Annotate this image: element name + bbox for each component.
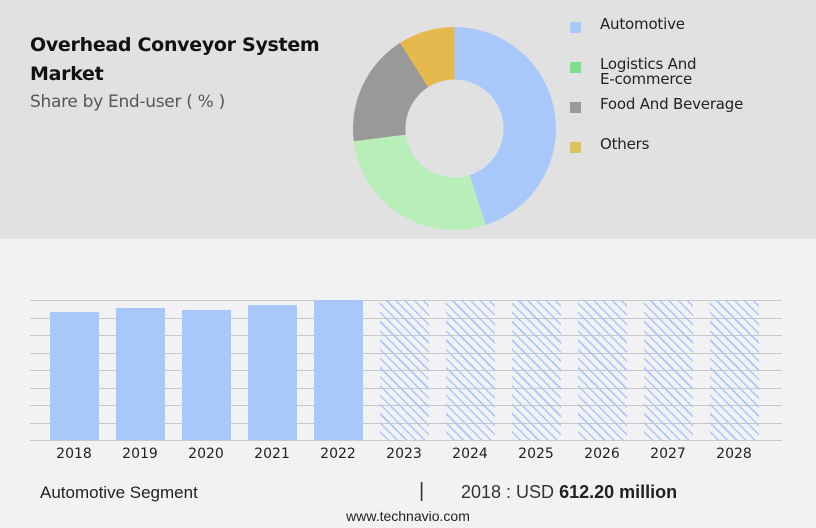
x-axis-label: 2021 [254, 446, 290, 462]
legend-swatch-icon [570, 62, 581, 73]
gridline [30, 440, 782, 441]
donut-chart [353, 27, 556, 230]
footer-separator: | [419, 480, 425, 502]
bar-2022 [314, 300, 363, 440]
legend-swatch-icon [570, 102, 581, 113]
x-axis-label: 2026 [584, 446, 620, 462]
legend-swatch-icon [570, 142, 581, 153]
x-axis-label: 2018 [56, 446, 92, 462]
bar-2018 [50, 311, 99, 440]
x-axis-label: 2022 [320, 446, 356, 462]
bar-2019 [116, 307, 165, 440]
page-title: Overhead Conveyor System Market [30, 34, 320, 85]
x-axis-label: 2023 [386, 446, 422, 462]
x-axis-label: 2019 [122, 446, 158, 462]
legend-label: Logistics And E-commerce [600, 55, 697, 88]
source-url: www.technavio.com [346, 508, 470, 524]
bar-2023 [380, 300, 429, 440]
donut-slice-food-and-beverage [353, 42, 429, 142]
x-axis-label: 2028 [716, 446, 752, 462]
legend-label: Food And Beverage [600, 95, 744, 113]
bar-2028 [710, 300, 759, 440]
bar-2025 [512, 300, 561, 440]
x-axis-label: 2020 [188, 446, 224, 462]
donut-slice-automotive [454, 27, 556, 226]
donut-slice-others [400, 27, 455, 88]
donut-slice-logistics-and-e-commerce [353, 134, 486, 230]
segment-value: 2018 : USD 612.20 million [461, 482, 678, 502]
x-axis-label: 2025 [518, 446, 554, 462]
bar-chart: 2018 2019 2020 2021 2022 2023 2024 2025 2026 2027… [30, 290, 782, 470]
bar-2024 [446, 300, 495, 440]
segment-label: Automotive Segment [40, 483, 198, 502]
x-axis-label: 2024 [452, 446, 488, 462]
legend-item-others: Others [570, 137, 649, 153]
legend-label: Others [600, 135, 650, 153]
legend-item-logistics: Logistics And E-commerce [570, 55, 697, 88]
bar-2027 [644, 300, 693, 440]
legend-label: Automotive [600, 15, 685, 33]
bar-2021 [248, 304, 297, 440]
bar-2020 [182, 309, 231, 440]
chart-subtitle: Share by End-user ( % ) [30, 92, 225, 112]
legend-item-automotive: Automotive [570, 17, 685, 33]
legend-item-food-beverage: Food And Beverage [570, 97, 743, 113]
legend-swatch-icon [570, 22, 581, 33]
bar-2026 [578, 300, 627, 440]
x-axis-label: 2027 [650, 446, 686, 462]
